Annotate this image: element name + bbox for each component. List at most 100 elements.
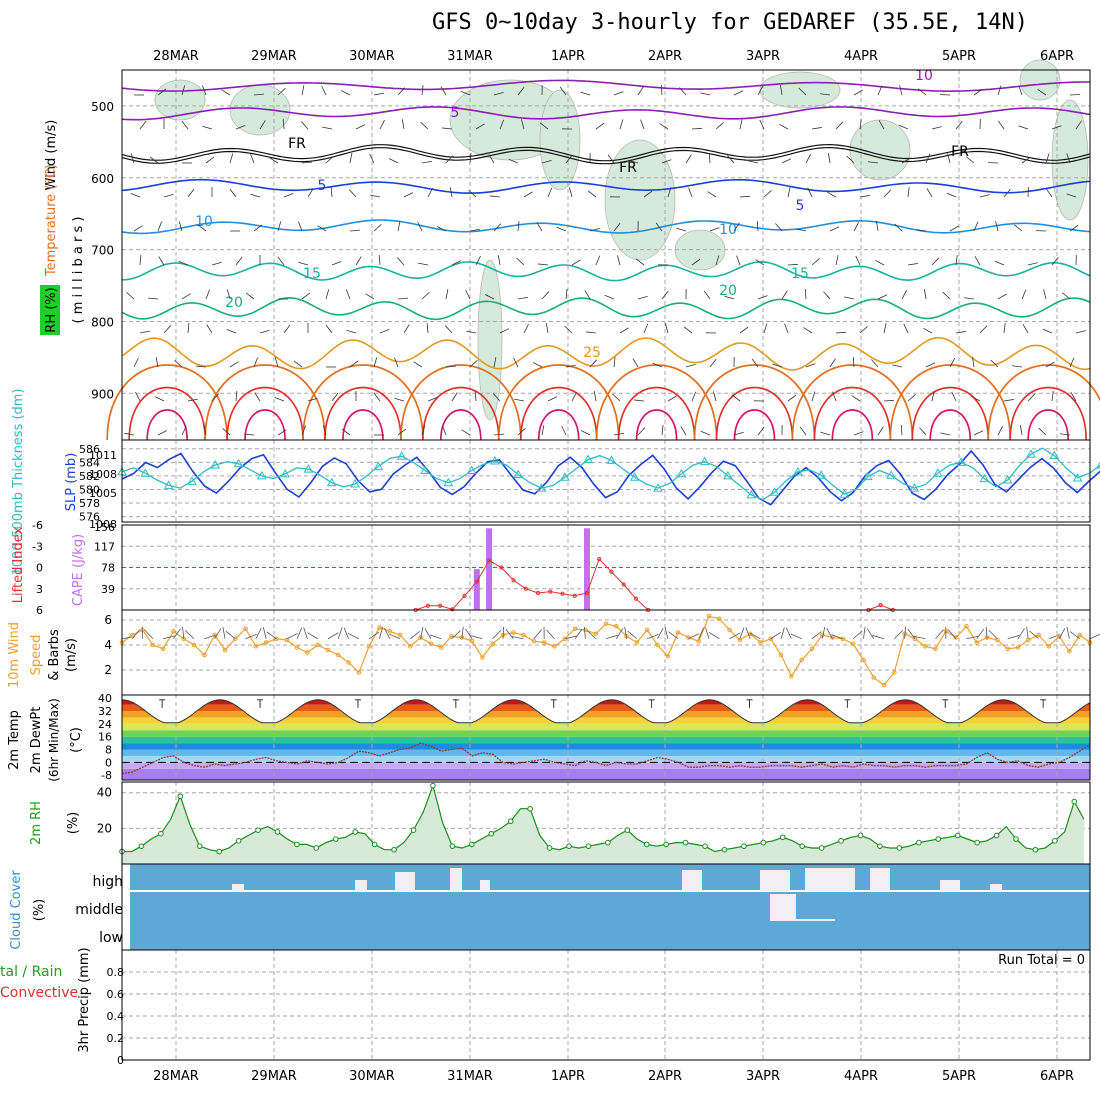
wind-barb — [298, 261, 309, 266]
wind-barb — [751, 358, 759, 368]
wind-speed-point — [562, 636, 568, 642]
wind-barb — [772, 363, 783, 368]
wind-barb — [916, 229, 927, 232]
surface-wind-barb — [826, 628, 833, 639]
wind-barb — [707, 191, 717, 198]
wind-barb — [970, 395, 981, 402]
wind-speed-point — [953, 635, 959, 640]
wind-barb — [421, 160, 432, 164]
thickness-series-line — [121, 447, 1100, 501]
wind-speed-point — [243, 626, 248, 632]
wind-barb — [979, 325, 988, 334]
ylabel-barbs: & Barbs — [47, 629, 62, 681]
wind-barb — [341, 428, 351, 436]
slp-tick-label: 1008 — [89, 468, 117, 481]
wind-barb — [724, 295, 735, 300]
wind-barb — [397, 221, 401, 232]
surface-wind-barb — [780, 627, 785, 639]
temp-tick-label: -8 — [101, 769, 112, 782]
temp-band-6 — [122, 730, 1090, 737]
rh-point — [993, 832, 1000, 839]
contour-surface-heat — [324, 386, 402, 441]
wind-barb — [878, 120, 885, 130]
date-label-top: 4APR — [844, 49, 878, 64]
contour-surface-heat — [617, 386, 696, 441]
wind-barb — [403, 324, 410, 334]
li-tick-label: 3 — [36, 583, 43, 596]
contour-surface-heat — [911, 386, 990, 441]
wind-speed-point — [150, 642, 156, 648]
wind-barb — [349, 360, 359, 368]
high-cloud-block-2 — [395, 872, 415, 891]
wind-barb — [607, 154, 615, 164]
wind-barb — [346, 289, 351, 300]
wind-barb — [709, 358, 717, 368]
thickness-tick-label: 584 — [79, 456, 100, 469]
wind-barb — [493, 357, 497, 368]
wind-barb — [700, 430, 711, 436]
thickness-point-marker — [606, 455, 617, 464]
lifted-index-point — [462, 593, 467, 598]
wind-barb — [781, 158, 792, 164]
wind-barb — [442, 127, 453, 130]
wind-speed-point — [160, 646, 166, 652]
contour-surface-heat — [733, 409, 776, 441]
surface-wind-barb — [708, 632, 720, 640]
rh-point — [1071, 798, 1078, 805]
surface-wind-barb — [821, 626, 826, 639]
wind-speed-point — [922, 643, 928, 649]
contour-surface-heat — [715, 386, 794, 441]
contour-label: FR — [619, 160, 637, 176]
wind-barb — [235, 391, 238, 402]
wind-barb — [708, 152, 711, 164]
wind-barb — [493, 223, 502, 232]
wind-barb — [388, 158, 399, 164]
surface-wind-barb — [574, 628, 583, 639]
wind-barb — [426, 323, 429, 334]
contour-surface-heat — [1027, 409, 1070, 441]
wind-barb — [965, 156, 975, 164]
temp-band-4 — [122, 743, 1090, 750]
surface-wind-barb — [564, 635, 577, 640]
surface-wind-barb — [461, 626, 464, 639]
surface-wind-barb — [745, 627, 751, 639]
wind-speed-point — [665, 653, 671, 659]
wind-barb — [469, 153, 472, 164]
wind-barb — [1045, 188, 1053, 198]
wind-speed-point — [1005, 646, 1010, 652]
wind-barb — [655, 222, 663, 232]
wind-barb — [852, 356, 855, 368]
wind-speed-point — [284, 637, 290, 643]
date-label-top: 3APR — [746, 49, 780, 64]
surface-wind-barb — [852, 630, 863, 640]
wind-barb — [1042, 328, 1053, 334]
wind-speed-point — [613, 623, 619, 629]
wind-barb — [468, 189, 477, 198]
wind-barb — [739, 119, 743, 130]
surface-wind-barb — [657, 627, 664, 639]
wind-barb — [196, 365, 207, 368]
wind-barb — [919, 427, 927, 436]
surface-wind-barb — [586, 630, 596, 640]
wind-barb — [859, 195, 870, 198]
wind-barb — [613, 357, 616, 368]
wind-barb — [995, 221, 999, 232]
rh-shade-3 — [477, 259, 503, 421]
rh-point — [527, 805, 533, 812]
wind-barb — [853, 431, 864, 436]
thickness-point-marker — [932, 468, 943, 477]
wind-barb — [877, 294, 888, 300]
wind-barb — [907, 394, 916, 402]
wind-barb — [931, 391, 935, 402]
surface-wind-barb — [790, 633, 802, 640]
wind-barb — [1021, 156, 1031, 164]
surface-wind-barb — [533, 629, 542, 640]
ylabel-cloud-cover: Cloud Cover — [9, 870, 24, 950]
wind-barb — [612, 393, 621, 402]
wind-barb — [942, 291, 951, 300]
wind-barb — [277, 221, 282, 232]
wind-speed-point — [778, 652, 784, 658]
thickness-point-marker — [583, 454, 593, 464]
high-cloud-block-10 — [990, 884, 1002, 891]
surface-wind-barb — [1069, 631, 1080, 640]
